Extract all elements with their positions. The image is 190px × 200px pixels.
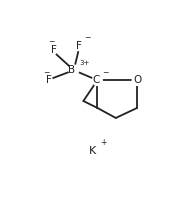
Text: −: − [84,33,91,42]
Circle shape [42,74,53,86]
Circle shape [68,64,79,76]
Text: 3+: 3+ [79,60,90,66]
Text: −: − [102,68,109,77]
Text: C: C [92,75,100,85]
Circle shape [46,44,57,56]
Text: F: F [76,41,82,51]
Text: F: F [51,45,56,55]
Text: O: O [133,75,141,85]
Text: K: K [89,146,97,156]
Circle shape [131,74,143,86]
Text: B: B [68,65,76,75]
Text: +: + [100,138,107,147]
Circle shape [74,40,85,51]
Text: −: − [43,68,49,77]
Circle shape [92,74,103,86]
Text: −: − [48,37,55,46]
Text: F: F [46,75,52,85]
